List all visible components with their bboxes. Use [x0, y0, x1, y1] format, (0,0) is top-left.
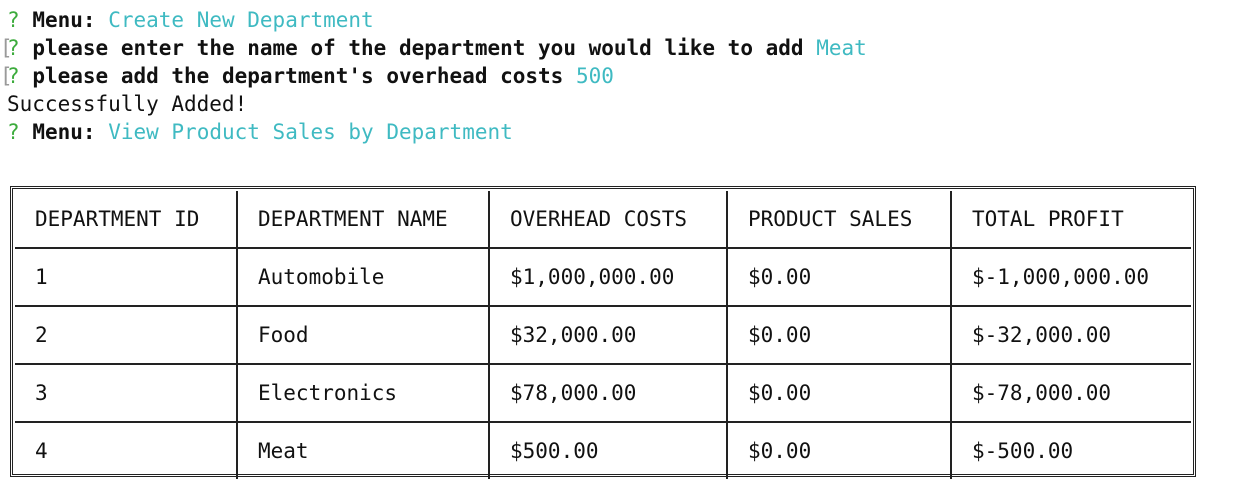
prompt-line-menu-create: ? Menu: Create New Department [7, 6, 374, 34]
question-mark-icon: ? [7, 36, 20, 60]
cell-overhead-costs: $32,000.00 [488, 305, 728, 365]
cell-department-id: 2 [15, 305, 238, 365]
cell-total-profit: $-500.00 [950, 421, 1191, 479]
header-department-name: DEPARTMENT NAME [236, 191, 490, 249]
prompt-label: please add the department's overhead cos… [32, 64, 564, 88]
cell-department-name: Electronics [236, 363, 490, 423]
success-message: Successfully Added! [7, 92, 248, 116]
cell-department-id: 3 [15, 363, 238, 423]
prompt-line-department-name: ? please enter the name of the departmen… [7, 34, 867, 62]
header-total-profit: TOTAL PROFIT [950, 191, 1191, 249]
cell-overhead-costs: $78,000.00 [488, 363, 728, 423]
prompt-answer: Meat [816, 36, 867, 60]
prompt-label: please enter the name of the department … [32, 36, 804, 60]
prompt-answer: View Product Sales by Department [108, 120, 513, 144]
bracket-glyph: [ [0, 36, 13, 60]
bracket-glyph: [ [0, 64, 13, 88]
question-mark-icon: ? [7, 8, 20, 32]
prompt-answer: 500 [575, 64, 614, 88]
cell-total-profit: $-32,000.00 [950, 305, 1191, 365]
cell-department-id: 1 [15, 247, 238, 307]
sales-table-frame: DEPARTMENT ID DEPARTMENT NAME OVERHEAD C… [10, 186, 1196, 479]
header-product-sales: PRODUCT SALES [726, 191, 952, 249]
header-overhead-costs: OVERHEAD COSTS [488, 191, 728, 249]
table-row: 2 Food $32,000.00 $0.00 $-32,000.00 [15, 305, 1191, 365]
cell-department-name: Meat [236, 421, 490, 479]
cell-department-name: Food [236, 305, 490, 365]
prompt-line-overhead-costs: ? please add the department's overhead c… [7, 62, 614, 90]
cell-product-sales: $0.00 [726, 363, 952, 423]
table-header-row: DEPARTMENT ID DEPARTMENT NAME OVERHEAD C… [15, 191, 1191, 249]
cell-department-id: 4 [15, 421, 238, 479]
cell-overhead-costs: $500.00 [488, 421, 728, 479]
cell-product-sales: $0.00 [726, 421, 952, 479]
table-row: 4 Meat $500.00 $0.00 $-500.00 [15, 421, 1191, 479]
prompt-line-menu-view: ? Menu: View Product Sales by Department [7, 118, 513, 146]
prompt-answer: Create New Department [108, 8, 374, 32]
cell-product-sales: $0.00 [726, 247, 952, 307]
prompt-label: Menu: [32, 8, 96, 32]
table-row: 3 Electronics $78,000.00 $0.00 $-78,000.… [15, 363, 1191, 423]
header-department-id: DEPARTMENT ID [15, 191, 238, 249]
cell-department-name: Automobile [236, 247, 490, 307]
department-sales-table: DEPARTMENT ID DEPARTMENT NAME OVERHEAD C… [15, 191, 1191, 479]
cell-total-profit: $-1,000,000.00 [950, 247, 1191, 307]
table-row: 1 Automobile $1,000,000.00 $0.00 $-1,000… [15, 247, 1191, 307]
cell-product-sales: $0.00 [726, 305, 952, 365]
cell-total-profit: $-78,000.00 [950, 363, 1191, 423]
question-mark-icon: ? [7, 120, 20, 144]
prompt-label: Menu: [32, 120, 96, 144]
question-mark-icon: ? [7, 64, 20, 88]
cell-overhead-costs: $1,000,000.00 [488, 247, 728, 307]
